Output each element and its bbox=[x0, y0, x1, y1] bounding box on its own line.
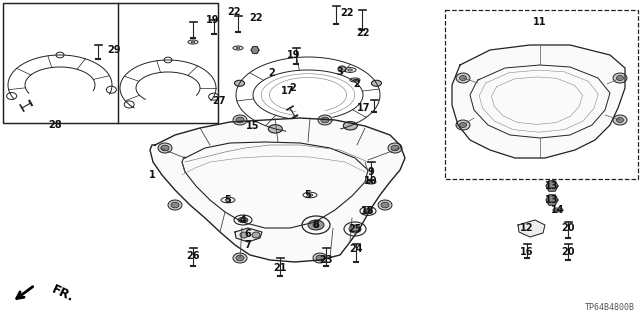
Text: 14: 14 bbox=[551, 205, 564, 215]
Text: 26: 26 bbox=[186, 251, 200, 261]
Ellipse shape bbox=[316, 255, 324, 261]
Ellipse shape bbox=[343, 122, 357, 130]
Ellipse shape bbox=[338, 66, 346, 72]
Ellipse shape bbox=[233, 115, 247, 125]
Text: 23: 23 bbox=[319, 255, 333, 265]
Text: 6: 6 bbox=[244, 229, 252, 239]
Text: 24: 24 bbox=[349, 244, 363, 254]
Text: 7: 7 bbox=[244, 240, 252, 250]
Ellipse shape bbox=[366, 210, 370, 212]
Text: 15: 15 bbox=[246, 121, 260, 131]
Text: 29: 29 bbox=[108, 45, 121, 55]
Polygon shape bbox=[235, 228, 262, 242]
Text: 5: 5 bbox=[225, 195, 232, 205]
Text: 17: 17 bbox=[281, 86, 295, 96]
Polygon shape bbox=[452, 45, 625, 158]
Text: 17: 17 bbox=[357, 103, 371, 113]
Ellipse shape bbox=[191, 41, 195, 43]
Ellipse shape bbox=[158, 143, 172, 153]
Ellipse shape bbox=[233, 253, 247, 263]
Ellipse shape bbox=[391, 145, 399, 151]
Polygon shape bbox=[518, 220, 545, 237]
Ellipse shape bbox=[556, 209, 560, 211]
Ellipse shape bbox=[613, 73, 627, 83]
Ellipse shape bbox=[378, 200, 392, 210]
Ellipse shape bbox=[225, 199, 231, 201]
Ellipse shape bbox=[307, 194, 313, 196]
Ellipse shape bbox=[168, 200, 182, 210]
Text: 12: 12 bbox=[520, 223, 534, 233]
Text: FR.: FR. bbox=[50, 283, 76, 305]
Ellipse shape bbox=[353, 79, 357, 81]
Ellipse shape bbox=[321, 117, 329, 123]
Ellipse shape bbox=[240, 232, 248, 238]
Text: 19: 19 bbox=[287, 50, 301, 60]
Ellipse shape bbox=[364, 209, 372, 213]
Text: 11: 11 bbox=[533, 17, 547, 27]
Ellipse shape bbox=[460, 76, 467, 81]
Ellipse shape bbox=[236, 255, 244, 261]
Ellipse shape bbox=[236, 47, 240, 49]
Text: 4: 4 bbox=[239, 215, 246, 225]
Text: 1: 1 bbox=[148, 170, 156, 180]
Text: 3: 3 bbox=[337, 67, 344, 77]
Ellipse shape bbox=[369, 181, 373, 183]
Polygon shape bbox=[150, 118, 405, 262]
Ellipse shape bbox=[381, 202, 389, 208]
Text: 13: 13 bbox=[545, 195, 559, 205]
Text: 20: 20 bbox=[561, 247, 575, 257]
Text: 9: 9 bbox=[367, 167, 374, 177]
Ellipse shape bbox=[616, 76, 623, 81]
Text: 2: 2 bbox=[290, 83, 296, 93]
Text: 22: 22 bbox=[249, 13, 263, 23]
Ellipse shape bbox=[349, 225, 361, 233]
Ellipse shape bbox=[313, 253, 327, 263]
Ellipse shape bbox=[318, 115, 332, 125]
Text: 19: 19 bbox=[206, 15, 220, 25]
Text: 27: 27 bbox=[212, 96, 226, 106]
Bar bbox=[445, 10, 638, 179]
Text: 13: 13 bbox=[545, 181, 559, 191]
Ellipse shape bbox=[268, 125, 282, 133]
Text: TP64B4800B: TP64B4800B bbox=[585, 303, 635, 312]
Text: 2: 2 bbox=[354, 79, 360, 89]
Ellipse shape bbox=[616, 117, 623, 123]
Text: 28: 28 bbox=[48, 120, 62, 130]
Text: 20: 20 bbox=[561, 223, 575, 233]
Text: 25: 25 bbox=[348, 224, 362, 234]
Text: 22: 22 bbox=[356, 28, 370, 38]
Text: 22: 22 bbox=[340, 8, 354, 18]
Ellipse shape bbox=[313, 223, 319, 227]
Ellipse shape bbox=[171, 202, 179, 208]
Ellipse shape bbox=[456, 120, 470, 130]
Ellipse shape bbox=[613, 115, 627, 125]
Ellipse shape bbox=[252, 232, 260, 238]
Polygon shape bbox=[546, 195, 558, 205]
Text: 8: 8 bbox=[312, 220, 319, 230]
Text: 2: 2 bbox=[269, 68, 275, 78]
Ellipse shape bbox=[456, 73, 470, 83]
Ellipse shape bbox=[241, 219, 245, 221]
Text: 22: 22 bbox=[227, 7, 241, 17]
Text: 21: 21 bbox=[273, 263, 287, 273]
Ellipse shape bbox=[234, 80, 244, 86]
Ellipse shape bbox=[348, 69, 353, 71]
Ellipse shape bbox=[236, 117, 244, 123]
Polygon shape bbox=[251, 46, 259, 53]
Bar bbox=[3, 3, 218, 123]
Ellipse shape bbox=[460, 123, 467, 127]
Text: 18: 18 bbox=[361, 206, 375, 216]
Polygon shape bbox=[546, 181, 558, 191]
Text: 16: 16 bbox=[520, 247, 534, 257]
Ellipse shape bbox=[388, 143, 402, 153]
Text: 5: 5 bbox=[305, 190, 312, 200]
Text: 10: 10 bbox=[364, 176, 378, 186]
Bar bbox=[3, 3, 218, 123]
Ellipse shape bbox=[161, 145, 169, 151]
Ellipse shape bbox=[238, 217, 248, 223]
Ellipse shape bbox=[308, 220, 324, 230]
Ellipse shape bbox=[371, 80, 381, 86]
